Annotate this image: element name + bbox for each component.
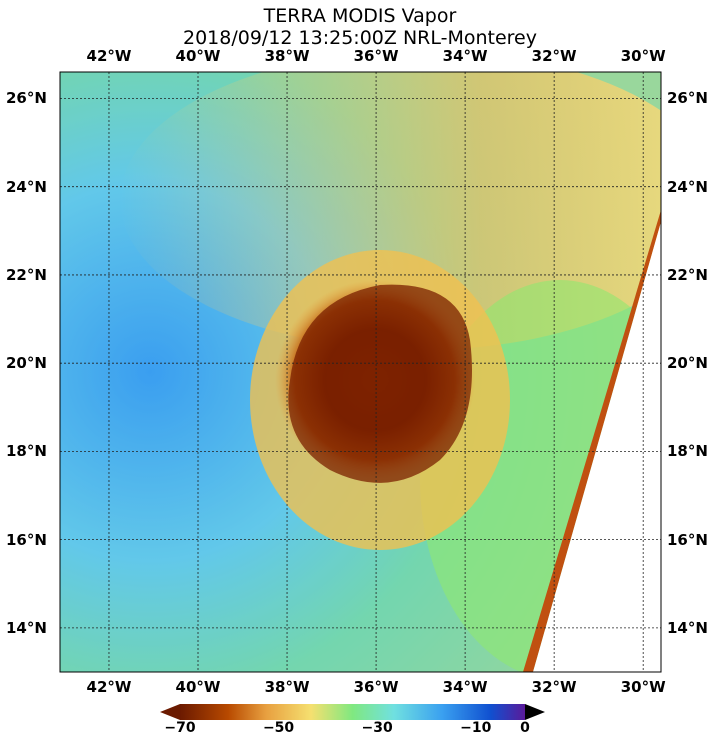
- colorbar-tick-label: −30: [361, 720, 393, 736]
- map-frame: [59, 71, 662, 673]
- latitude-label: 20°N: [6, 354, 47, 373]
- latitude-label: 22°N: [667, 265, 708, 284]
- lat-lon-gridlines: [60, 72, 661, 672]
- longitude-label: 36°W: [353, 47, 399, 65]
- latitude-label: 24°N: [667, 177, 708, 196]
- colorbar-low-arrow: [160, 704, 180, 720]
- longitude-label: 36°W: [353, 678, 399, 696]
- longitude-label: 38°W: [264, 47, 310, 65]
- moist-band-north: [120, 72, 661, 350]
- longitude-label: 40°W: [175, 47, 221, 65]
- longitude-label: 42°W: [86, 47, 132, 65]
- latitude-label: 18°N: [6, 442, 47, 461]
- longitude-label: 34°W: [442, 47, 488, 65]
- latitude-label: 24°N: [6, 177, 47, 196]
- latitude-label: 16°N: [6, 530, 47, 549]
- latitude-label: 16°N: [667, 530, 708, 549]
- longitude-label: 40°W: [175, 678, 221, 696]
- longitude-label: 32°W: [531, 47, 577, 65]
- storm-cloud-tops: [288, 284, 472, 483]
- longitude-label: 32°W: [531, 678, 577, 696]
- latitude-label: 26°N: [6, 89, 47, 108]
- colorbar-tick-label: −70: [164, 720, 196, 736]
- latitude-label: 22°N: [6, 265, 47, 284]
- map-imagery: [60, 72, 661, 672]
- colorbar-tick-label: −50: [262, 720, 295, 736]
- latitude-label: 14°N: [667, 618, 708, 637]
- latitude-label: 18°N: [667, 442, 708, 461]
- latitude-label: 20°N: [667, 354, 708, 373]
- title-satellite: TERRA MODIS Vapor: [263, 5, 457, 27]
- colorbar-high-arrow: [525, 704, 545, 720]
- longitude-label: 38°W: [264, 678, 310, 696]
- no-data-area: [533, 222, 661, 672]
- longitude-label: 42°W: [86, 678, 132, 696]
- longitude-label: 30°W: [620, 678, 666, 696]
- title-timestamp: 2018/09/12 13:25:00Z NRL-Monterey: [183, 27, 537, 49]
- colorbar-tick-label: 0: [520, 720, 530, 736]
- colorbar-tick-label: −10: [460, 720, 492, 736]
- latitude-label: 14°N: [6, 618, 47, 637]
- colorbar: [180, 704, 525, 720]
- longitude-label: 30°W: [620, 47, 666, 65]
- longitude-label: 34°W: [442, 678, 488, 696]
- swath-edge-stripe: [523, 210, 661, 672]
- latitude-label: 26°N: [667, 89, 708, 108]
